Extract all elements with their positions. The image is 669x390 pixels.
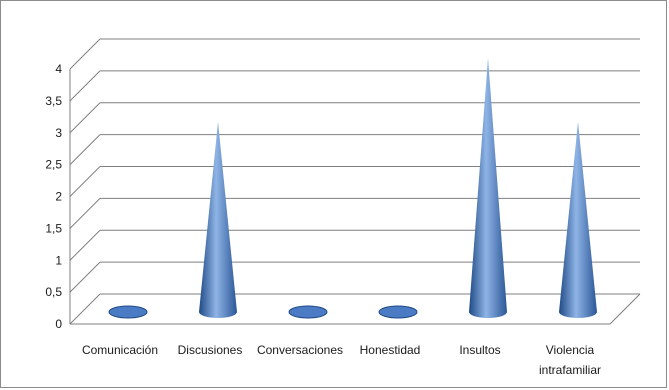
- y-tick-label: 1,5: [45, 221, 62, 235]
- gridline-diagonal: [69, 261, 101, 293]
- x-category-label: Violencia intrafamiliar: [539, 343, 601, 377]
- y-tick-label: 3: [55, 126, 62, 140]
- x-category-label: Honestidad: [360, 343, 421, 357]
- gridline-diagonal: [69, 166, 101, 197]
- y-tick-label: 0,5: [45, 285, 62, 299]
- y-tick-label: 0: [55, 317, 62, 331]
- x-category-label: Insultos: [459, 343, 500, 357]
- cone-bar: [559, 121, 597, 318]
- cones: [108, 58, 597, 319]
- y-tick-label: 3,5: [45, 94, 62, 108]
- cone-base-zero: [288, 305, 328, 319]
- gridline-diagonal: [69, 70, 101, 102]
- cone-base-zero: [378, 305, 418, 319]
- y-tick-label: 1: [55, 253, 62, 267]
- y-tick-label: 4: [55, 62, 62, 76]
- x-axis-labels: Comunicación Discusiones Conversaciones Hon…: [82, 343, 601, 377]
- gridline-diagonal: [69, 102, 101, 134]
- x-category-label: Conversaciones: [257, 343, 343, 357]
- gridline-diagonal: [69, 198, 101, 229]
- gridline-diagonal: [69, 134, 101, 165]
- grid-lines: [69, 38, 641, 325]
- cone-bar: [199, 121, 237, 318]
- floor-right-edge: [609, 293, 641, 325]
- gridline-diagonal: [69, 229, 101, 261]
- y-tick-label: 2,5: [45, 158, 62, 172]
- y-tick-label: 2: [55, 190, 62, 204]
- gridline-diagonal: [69, 38, 101, 70]
- cone-bar: [469, 58, 507, 318]
- cone-base-zero: [108, 305, 148, 319]
- x-category-label: Comunicación: [82, 343, 158, 357]
- gridline-diagonal: [69, 293, 101, 325]
- x-category-label: Discusiones: [178, 343, 243, 357]
- y-axis-ticks: 0 0,5 1 1,5 2 2,5 3 3,5 4: [45, 62, 62, 331]
